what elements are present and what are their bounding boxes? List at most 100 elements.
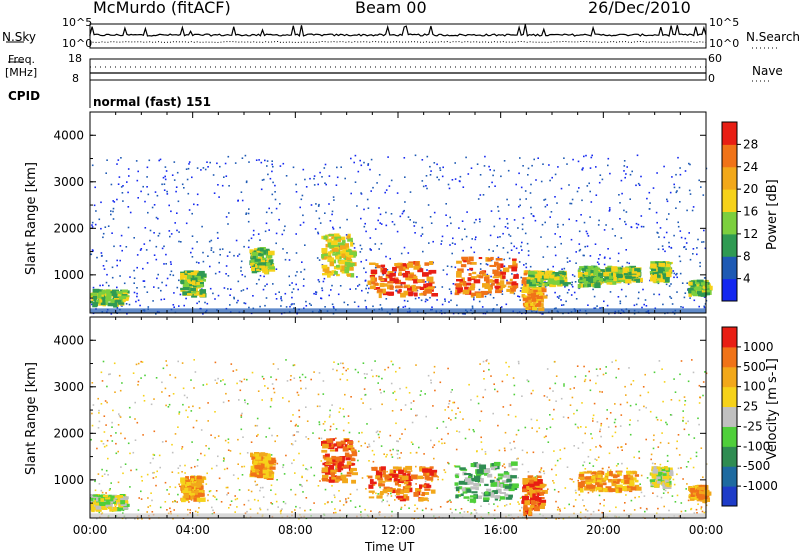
echo-cell bbox=[651, 268, 657, 272]
echo-pixel bbox=[483, 370, 485, 372]
echo-pixel bbox=[514, 447, 516, 449]
echo-pixel bbox=[294, 274, 297, 277]
echo-cell bbox=[403, 266, 410, 270]
echo-pixel bbox=[230, 288, 232, 290]
echo-pixel bbox=[664, 489, 667, 492]
echo-cell bbox=[530, 302, 534, 306]
echo-cell bbox=[649, 271, 656, 274]
echo-pixel bbox=[427, 374, 430, 377]
echo-pixel bbox=[301, 261, 303, 263]
echo-cell bbox=[192, 280, 196, 286]
echo-pixel bbox=[473, 221, 476, 224]
echo-pixel bbox=[305, 436, 307, 438]
echo-pixel bbox=[369, 408, 372, 410]
echo-cell bbox=[258, 472, 266, 475]
echo-pixel bbox=[136, 292, 138, 295]
echo-pixel bbox=[198, 262, 200, 264]
echo-pixel bbox=[246, 510, 248, 513]
echo-cell bbox=[189, 493, 195, 496]
echo-pixel bbox=[450, 265, 453, 268]
echo-pixel bbox=[390, 453, 393, 456]
echo-pixel bbox=[615, 506, 617, 509]
echo-cell bbox=[332, 463, 336, 466]
power-ytick-label: 1000 bbox=[53, 268, 84, 282]
echo-pixel bbox=[187, 508, 189, 511]
power-colorbar-cell bbox=[722, 256, 737, 280]
echo-pixel bbox=[364, 442, 366, 445]
echo-pixel bbox=[150, 492, 152, 494]
echo-cell bbox=[335, 255, 340, 260]
echo-pixel bbox=[557, 166, 559, 168]
power-ytick-label: 4000 bbox=[53, 128, 84, 142]
echo-pixel bbox=[173, 292, 175, 294]
echo-pixel bbox=[672, 478, 675, 481]
echo-pixel bbox=[112, 200, 114, 202]
echo-pixel bbox=[628, 262, 630, 265]
echo-cell bbox=[90, 293, 98, 296]
echo-pixel bbox=[653, 293, 655, 296]
echo-pixel bbox=[568, 289, 570, 291]
echo-cell bbox=[688, 281, 693, 286]
echo-pixel bbox=[92, 286, 95, 289]
echo-cell bbox=[543, 274, 549, 279]
echo-pixel bbox=[483, 378, 485, 380]
echo-pixel bbox=[270, 489, 272, 491]
echo-cell bbox=[458, 480, 466, 485]
echo-cell bbox=[376, 289, 383, 293]
echo-pixel bbox=[117, 481, 120, 484]
echo-pixel bbox=[146, 473, 149, 476]
echo-pixel bbox=[340, 472, 343, 475]
echo-pixel bbox=[542, 470, 545, 472]
echo-pixel bbox=[654, 463, 656, 465]
echo-pixel bbox=[412, 400, 415, 402]
echo-cell bbox=[544, 271, 549, 277]
echo-pixel bbox=[190, 499, 193, 501]
echo-pixel bbox=[330, 289, 332, 291]
echo-pixel bbox=[282, 466, 284, 469]
echo-pixel bbox=[497, 256, 500, 259]
echo-pixel bbox=[450, 292, 453, 295]
echo-pixel bbox=[318, 421, 321, 423]
echo-pixel bbox=[566, 261, 569, 263]
echo-pixel bbox=[493, 169, 495, 172]
echo-cell bbox=[456, 271, 462, 274]
echo-cell bbox=[489, 264, 497, 267]
echo-pixel bbox=[490, 375, 492, 377]
echo-cell bbox=[577, 272, 583, 277]
echo-pixel bbox=[574, 423, 577, 426]
echo-pixel bbox=[625, 295, 627, 298]
echo-pixel bbox=[492, 174, 494, 177]
echo-pixel bbox=[619, 202, 621, 204]
echo-pixel bbox=[274, 191, 276, 193]
echo-pixel bbox=[300, 484, 302, 486]
echo-pixel bbox=[391, 510, 393, 513]
echo-pixel bbox=[546, 245, 549, 248]
echo-pixel bbox=[595, 194, 598, 196]
echo-pixel bbox=[317, 393, 320, 396]
echo-pixel bbox=[270, 484, 273, 487]
echo-pixel bbox=[274, 440, 276, 443]
echo-cell bbox=[346, 264, 354, 269]
echo-pixel bbox=[677, 434, 680, 436]
echo-cell bbox=[537, 286, 542, 291]
echo-pixel bbox=[293, 364, 296, 366]
echo-pixel bbox=[324, 488, 327, 491]
echo-cell bbox=[549, 274, 555, 279]
echo-pixel bbox=[520, 287, 523, 289]
echo-pixel bbox=[518, 295, 521, 298]
echo-pixel bbox=[189, 509, 191, 511]
echo-pixel bbox=[531, 427, 533, 429]
echo-pixel bbox=[183, 394, 186, 397]
echo-pixel bbox=[292, 434, 294, 437]
echo-pixel bbox=[662, 492, 665, 494]
echo-cell bbox=[536, 295, 543, 300]
echo-pixel bbox=[595, 368, 598, 370]
echo-pixel bbox=[360, 248, 363, 250]
echo-pixel bbox=[335, 511, 337, 514]
echo-pixel bbox=[481, 448, 483, 451]
echo-pixel bbox=[502, 232, 504, 235]
echo-pixel bbox=[599, 517, 602, 520]
echo-pixel bbox=[666, 218, 668, 221]
echo-pixel bbox=[504, 449, 506, 452]
echo-pixel bbox=[599, 428, 602, 431]
